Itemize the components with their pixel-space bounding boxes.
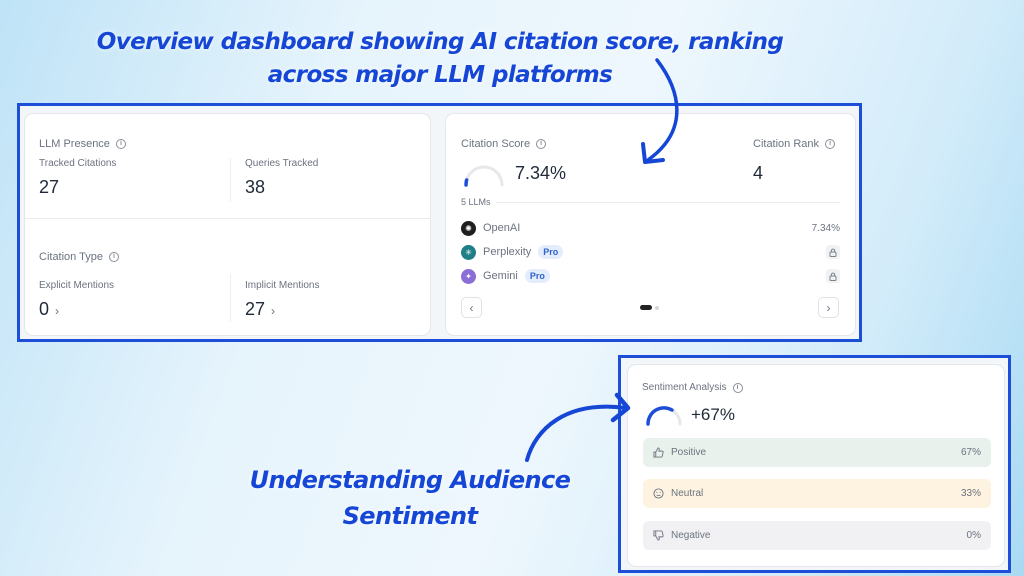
llm-presence-card: LLM Presence i Tracked Citations 27 Quer… xyxy=(24,113,431,336)
citation-rank-value: 4 xyxy=(753,163,764,183)
info-icon[interactable]: i xyxy=(825,139,836,149)
explicit-mentions-label: Explicit Mentions xyxy=(39,280,115,291)
sentiment-score-value: +67% xyxy=(691,405,735,424)
next-page-button[interactable]: › xyxy=(818,297,839,318)
info-icon[interactable]: i xyxy=(109,252,120,262)
llm-count-label: 5 LLMs xyxy=(461,197,491,207)
llm-row-gemini[interactable]: ✦ Gemini Pro xyxy=(461,267,840,285)
page-dot[interactable] xyxy=(655,305,659,310)
sentiment-analysis-title: Sentiment Analysis i xyxy=(642,382,743,393)
tracked-citations-value: 27 xyxy=(39,177,60,197)
divider xyxy=(496,202,840,203)
sentiment-caption-line-2: Sentiment xyxy=(342,502,478,530)
info-icon[interactable]: i xyxy=(115,139,126,149)
sentiment-caption: Understanding Audience Sentiment xyxy=(230,462,590,534)
perplexity-icon: ✳ xyxy=(461,244,476,260)
chevron-right-icon: › xyxy=(271,304,276,318)
arrow-to-sentiment-icon xyxy=(525,392,631,462)
page-dot-active[interactable] xyxy=(640,305,652,310)
llm-row-openai[interactable]: ✺ OpenAI 7.34% xyxy=(461,219,840,237)
implicit-mentions-label: Implicit Mentions xyxy=(245,280,320,291)
pagination-dots xyxy=(640,305,659,310)
citation-score-card: Citation Score i 7.34% Citation Rank i 4… xyxy=(445,113,856,336)
info-icon[interactable]: i xyxy=(732,382,743,393)
explicit-mentions-link[interactable]: 0 › xyxy=(39,299,60,319)
citation-score-gauge xyxy=(464,165,504,187)
citation-type-title: Citation Type i xyxy=(39,251,120,263)
sentiment-gauge xyxy=(646,406,682,426)
queries-tracked-label: Queries Tracked xyxy=(245,158,319,169)
gemini-icon: ✦ xyxy=(461,268,476,284)
openai-icon: ✺ xyxy=(461,220,476,236)
tracked-citations-label: Tracked Citations xyxy=(39,158,117,169)
section-divider xyxy=(25,218,430,219)
overview-highlight-frame: LLM Presence i Tracked Citations 27 Quer… xyxy=(17,103,862,342)
lock-icon[interactable] xyxy=(826,245,840,259)
sentiment-caption-line-1: Understanding Audience xyxy=(249,466,571,494)
previous-page-button[interactable]: ‹ xyxy=(461,297,482,318)
headline-line-2: across major LLM platforms xyxy=(267,62,613,88)
sentiment-row-negative[interactable]: Negative 0% xyxy=(643,521,991,550)
sentiment-highlight-frame: Sentiment Analysis i +67% Positive 67% N… xyxy=(618,355,1011,573)
pro-badge: Pro xyxy=(538,245,564,259)
headline-caption: Overview dashboard showing AI citation s… xyxy=(60,26,820,92)
openai-score: 7.34% xyxy=(811,222,840,234)
llm-presence-title: LLM Presence i xyxy=(39,138,126,150)
chevron-right-icon: › xyxy=(55,304,60,318)
queries-tracked-value: 38 xyxy=(245,177,266,197)
neutral-face-icon xyxy=(653,488,664,499)
headline-line-1: Overview dashboard showing AI citation s… xyxy=(96,29,784,55)
divider xyxy=(230,274,231,322)
implicit-mentions-link[interactable]: 27 › xyxy=(245,299,276,319)
sentiment-row-neutral[interactable]: Neutral 33% xyxy=(643,479,991,508)
sentiment-row-positive[interactable]: Positive 67% xyxy=(643,438,991,467)
citation-score-value: 7.34% xyxy=(515,163,567,183)
llm-row-perplexity[interactable]: ✳ Perplexity Pro xyxy=(461,243,840,261)
citation-rank-title: Citation Rank i xyxy=(753,138,836,150)
sentiment-analysis-card: Sentiment Analysis i +67% Positive 67% N… xyxy=(627,364,1005,567)
pro-badge: Pro xyxy=(524,269,550,283)
divider xyxy=(230,158,231,202)
thumbs-down-icon xyxy=(653,530,664,541)
thumbs-up-icon xyxy=(653,447,664,458)
lock-icon[interactable] xyxy=(826,269,840,283)
citation-score-title: Citation Score i xyxy=(461,138,547,150)
info-icon[interactable]: i xyxy=(536,139,547,149)
